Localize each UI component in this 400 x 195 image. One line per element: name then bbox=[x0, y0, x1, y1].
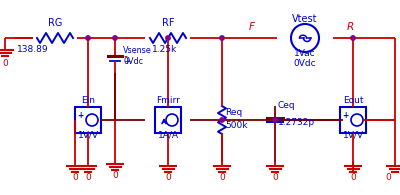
Text: 0: 0 bbox=[219, 173, 225, 182]
Text: 1.2732p: 1.2732p bbox=[278, 118, 315, 127]
Text: +: + bbox=[123, 57, 130, 66]
Text: 0Vdc: 0Vdc bbox=[294, 59, 316, 68]
Text: 0: 0 bbox=[165, 173, 171, 182]
Bar bbox=[75, 107, 101, 133]
Text: 1Vac: 1Vac bbox=[294, 49, 316, 58]
Text: 0: 0 bbox=[272, 173, 278, 182]
Text: 0: 0 bbox=[112, 171, 118, 180]
Text: 1A/A: 1A/A bbox=[158, 130, 178, 139]
Text: Vtest: Vtest bbox=[292, 14, 318, 24]
Circle shape bbox=[220, 36, 224, 40]
Bar bbox=[155, 107, 181, 133]
Text: RG: RG bbox=[48, 18, 62, 28]
Text: F: F bbox=[249, 22, 255, 32]
Text: 1V/V: 1V/V bbox=[342, 130, 364, 139]
Text: +: + bbox=[77, 112, 83, 121]
Circle shape bbox=[273, 118, 277, 122]
Bar bbox=[340, 107, 366, 133]
Circle shape bbox=[86, 36, 90, 40]
Circle shape bbox=[113, 36, 117, 40]
Text: RF: RF bbox=[162, 18, 174, 28]
Circle shape bbox=[220, 118, 224, 122]
Text: 1V/V: 1V/V bbox=[78, 130, 98, 139]
Text: Fmirr: Fmirr bbox=[156, 96, 180, 105]
Text: 0: 0 bbox=[85, 173, 91, 182]
Text: 0: 0 bbox=[2, 59, 8, 68]
Text: Ein: Ein bbox=[81, 96, 95, 105]
Text: 500k: 500k bbox=[225, 121, 248, 130]
Text: Eout: Eout bbox=[343, 96, 363, 105]
Text: R: R bbox=[346, 22, 354, 32]
Text: Req: Req bbox=[225, 108, 242, 117]
Text: 0: 0 bbox=[72, 173, 78, 182]
Text: Vsense: Vsense bbox=[123, 46, 152, 55]
Text: 0: 0 bbox=[350, 173, 356, 182]
Text: 0Vdc: 0Vdc bbox=[123, 57, 143, 66]
Text: +: + bbox=[342, 112, 348, 121]
Text: 1.25k: 1.25k bbox=[152, 45, 177, 54]
Text: -: - bbox=[123, 51, 127, 61]
Circle shape bbox=[351, 36, 355, 40]
Text: Ceq: Ceq bbox=[278, 101, 296, 110]
Circle shape bbox=[166, 36, 170, 40]
Text: 0: 0 bbox=[385, 173, 391, 182]
Text: 138.89: 138.89 bbox=[17, 45, 49, 54]
